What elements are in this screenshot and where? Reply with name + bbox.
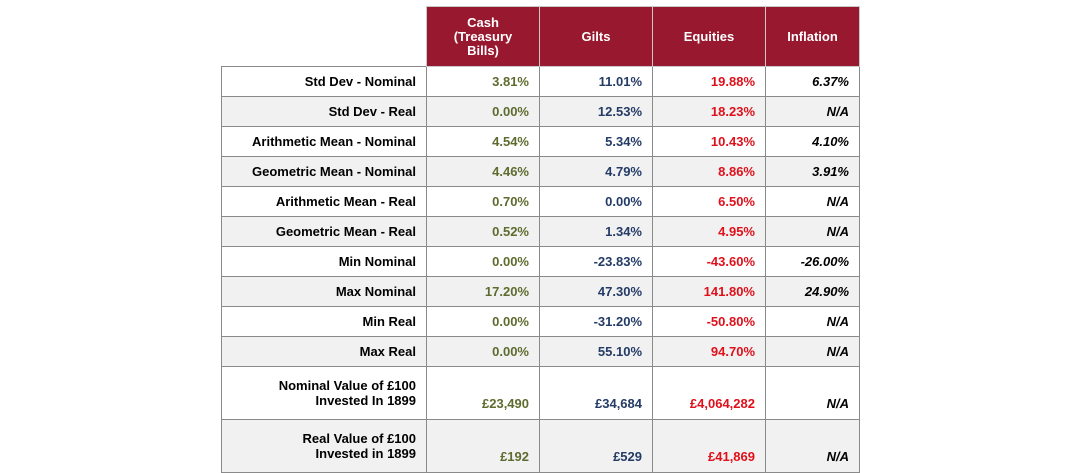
table-row: Min Real 0.00% -31.20% -50.80% N/A: [221, 306, 860, 337]
cash-value: 17.20%: [426, 276, 540, 307]
table-row: Arithmetic Mean - Nominal 4.54% 5.34% 10…: [221, 126, 860, 157]
gilts-value: -23.83%: [539, 246, 653, 277]
equities-value: 18.23%: [652, 96, 766, 127]
cash-value: £23,490: [426, 366, 540, 420]
gilts-value: 1.34%: [539, 216, 653, 247]
row-label: Std Dev - Real: [221, 96, 427, 127]
equities-value: £41,869: [652, 419, 766, 473]
cash-value: 0.00%: [426, 306, 540, 337]
gilts-value: 55.10%: [539, 336, 653, 367]
cash-value: 0.00%: [426, 336, 540, 367]
row-label: Arithmetic Mean - Nominal: [221, 126, 427, 157]
table-row: Max Nominal 17.20% 47.30% 141.80% 24.90%: [221, 276, 860, 307]
table-row: Std Dev - Real 0.00% 12.53% 18.23% N/A: [221, 96, 860, 127]
table-header: Cash (Treasury Bills) Gilts Equities Inf…: [221, 6, 860, 67]
equities-value: 8.86%: [652, 156, 766, 187]
gilts-value: 47.30%: [539, 276, 653, 307]
row-label: Max Nominal: [221, 276, 427, 307]
table-body: Std Dev - Nominal 3.81% 11.01% 19.88% 6.…: [221, 66, 860, 473]
header-cash: Cash (Treasury Bills): [426, 6, 540, 67]
row-label: Min Real: [221, 306, 427, 337]
equities-value: 19.88%: [652, 66, 766, 97]
cash-value: £192: [426, 419, 540, 473]
table-row: Min Nominal 0.00% -23.83% -43.60% -26.00…: [221, 246, 860, 277]
inflation-value: N/A: [765, 186, 860, 217]
row-label: Geometric Mean - Real: [221, 216, 427, 247]
cash-value: 3.81%: [426, 66, 540, 97]
gilts-value: 11.01%: [539, 66, 653, 97]
row-label: Nominal Value of £100 Invested In 1899: [221, 366, 427, 420]
cash-value: 4.54%: [426, 126, 540, 157]
cash-value: 0.00%: [426, 246, 540, 277]
table-row: Nominal Value of £100 Invested In 1899 £…: [221, 366, 860, 420]
inflation-value: N/A: [765, 306, 860, 337]
equities-value: 10.43%: [652, 126, 766, 157]
table-row: Real Value of £100 Invested in 1899 £192…: [221, 419, 860, 473]
inflation-value: 3.91%: [765, 156, 860, 187]
row-label: Max Real: [221, 336, 427, 367]
row-label: Std Dev - Nominal: [221, 66, 427, 97]
table-row: Std Dev - Nominal 3.81% 11.01% 19.88% 6.…: [221, 66, 860, 97]
gilts-value: 5.34%: [539, 126, 653, 157]
cash-value: 0.00%: [426, 96, 540, 127]
row-label: Geometric Mean - Nominal: [221, 156, 427, 187]
equities-value: 141.80%: [652, 276, 766, 307]
gilts-value: 4.79%: [539, 156, 653, 187]
header-inflation: Inflation: [765, 6, 860, 67]
gilts-value: £34,684: [539, 366, 653, 420]
table-row: Arithmetic Mean - Real 0.70% 0.00% 6.50%…: [221, 186, 860, 217]
table-row: Geometric Mean - Real 0.52% 1.34% 4.95% …: [221, 216, 860, 247]
header-row: Cash (Treasury Bills) Gilts Equities Inf…: [221, 6, 860, 67]
header-gilts: Gilts: [539, 6, 653, 67]
row-label: Real Value of £100 Invested in 1899: [221, 419, 427, 473]
header-corner: [221, 6, 427, 67]
equities-value: -43.60%: [652, 246, 766, 277]
table-row: Geometric Mean - Nominal 4.46% 4.79% 8.8…: [221, 156, 860, 187]
inflation-value: N/A: [765, 419, 860, 473]
inflation-value: 4.10%: [765, 126, 860, 157]
equities-value: 6.50%: [652, 186, 766, 217]
inflation-value: 6.37%: [765, 66, 860, 97]
row-label: Min Nominal: [221, 246, 427, 277]
equities-value: £4,064,282: [652, 366, 766, 420]
equities-value: -50.80%: [652, 306, 766, 337]
row-label: Arithmetic Mean - Real: [221, 186, 427, 217]
gilts-value: 0.00%: [539, 186, 653, 217]
cash-value: 0.52%: [426, 216, 540, 247]
inflation-value: N/A: [765, 336, 860, 367]
inflation-value: N/A: [765, 366, 860, 420]
asset-returns-table: Cash (Treasury Bills) Gilts Equities Inf…: [221, 6, 860, 473]
equities-value: 94.70%: [652, 336, 766, 367]
header-cash-label: Cash (Treasury Bills): [453, 14, 513, 58]
gilts-value: 12.53%: [539, 96, 653, 127]
gilts-value: -31.20%: [539, 306, 653, 337]
header-equities: Equities: [652, 6, 766, 67]
inflation-value: 24.90%: [765, 276, 860, 307]
inflation-value: N/A: [765, 216, 860, 247]
inflation-value: -26.00%: [765, 246, 860, 277]
cash-value: 4.46%: [426, 156, 540, 187]
inflation-value: N/A: [765, 96, 860, 127]
cash-value: 0.70%: [426, 186, 540, 217]
table-row: Max Real 0.00% 55.10% 94.70% N/A: [221, 336, 860, 367]
equities-value: 4.95%: [652, 216, 766, 247]
gilts-value: £529: [539, 419, 653, 473]
